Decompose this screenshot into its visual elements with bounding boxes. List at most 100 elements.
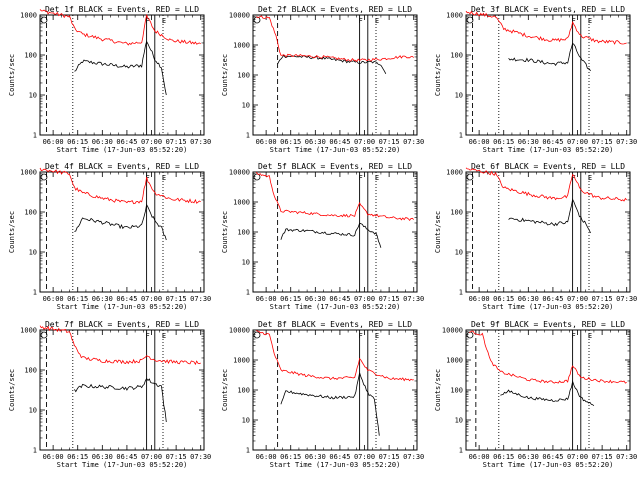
x-tick-label: 06:30 <box>92 295 113 303</box>
y-tick-label: 10000 <box>229 327 250 335</box>
chart-panel-6: Det 6f BLACK = Events, RED = LLD Counts/s… <box>434 162 637 311</box>
y-tick-label: 1 <box>246 447 250 455</box>
event-marker-label: F <box>145 17 149 25</box>
chart-panel-2: Det 2f BLACK = Events, RED = LLD Counts/s… <box>221 5 424 154</box>
y-tick-label: 10 <box>242 417 250 425</box>
y-tick-label: 1 <box>33 447 37 455</box>
x-tick-label: 06:45 <box>116 453 137 461</box>
x-tick-label: 07:00 <box>141 295 162 303</box>
x-tick-label: 06:45 <box>542 453 563 461</box>
x-axis-label: Start Time (17-Jun-03 05:52:20) <box>483 303 614 311</box>
plot-title: Det 7f BLACK = Events, RED = LLD <box>45 320 199 329</box>
event-marker-label: E <box>162 174 166 182</box>
series-line-lld <box>465 167 628 202</box>
chart-panel-7: Det 7f BLACK = Events, RED = LLD Counts/s… <box>8 320 211 469</box>
y-tick-label: 1000 <box>20 327 37 335</box>
y-tick-label: 1 <box>33 289 37 297</box>
chart-panel-9: Det 9f BLACK = Events, RED = LLD Counts/s… <box>434 320 637 469</box>
x-tick-label: 06:30 <box>518 138 539 146</box>
event-marker-label: E <box>375 174 379 182</box>
series-line-events <box>280 372 380 436</box>
status-glyph <box>253 173 261 181</box>
event-marker-label: E <box>588 174 592 182</box>
y-tick-label: 100 <box>450 209 463 217</box>
x-tick-label: 07:30 <box>190 138 211 146</box>
y-tick-label: 1 <box>246 289 250 297</box>
x-tick-label: 06:15 <box>493 138 514 146</box>
series-line-events <box>74 377 167 423</box>
series-line-events <box>508 42 591 72</box>
x-tick-label: 06:00 <box>256 138 277 146</box>
x-tick-label: 07:30 <box>190 453 211 461</box>
y-tick-label: 1 <box>459 289 463 297</box>
plot-title: Det 9f BLACK = Events, RED = LLD <box>471 320 625 329</box>
y-axis-label: Counts/sec <box>221 211 229 253</box>
event-marker-label: F <box>571 174 575 182</box>
y-axis-label: Counts/sec <box>221 369 229 411</box>
y-tick-label: 1000 <box>446 357 463 365</box>
x-tick-label: 07:00 <box>354 453 375 461</box>
event-marker-label: E <box>162 332 166 340</box>
x-tick-label: 06:30 <box>518 295 539 303</box>
y-tick-label: 10 <box>29 249 37 257</box>
y-tick-label: 1 <box>459 447 463 455</box>
x-tick-label: 07:30 <box>403 453 424 461</box>
x-axis-label: Start Time (17-Jun-03 05:52:20) <box>270 146 401 154</box>
x-tick-label: 06:45 <box>329 453 350 461</box>
plot-frame <box>465 14 631 136</box>
x-tick-label: 07:30 <box>616 295 637 303</box>
x-tick-label: 06:00 <box>256 453 277 461</box>
event-marker-label: F <box>358 17 362 25</box>
plot-title: Det 4f BLACK = Events, RED = LLD <box>45 162 199 171</box>
y-tick-label: 1000 <box>446 169 463 177</box>
x-axis-label: Start Time (17-Jun-03 05:52:20) <box>57 303 188 311</box>
y-tick-label: 10 <box>242 259 250 267</box>
y-tick-label: 1 <box>33 132 37 140</box>
x-tick-label: 06:30 <box>92 138 113 146</box>
x-tick-label: 06:00 <box>43 295 64 303</box>
event-marker-label: F <box>358 332 362 340</box>
series-line-lld <box>39 325 201 366</box>
x-tick-label: 07:15 <box>166 138 187 146</box>
event-marker-label: E <box>588 17 592 25</box>
x-tick-label: 06:00 <box>256 295 277 303</box>
status-glyph <box>466 173 474 181</box>
x-tick-label: 06:15 <box>67 453 88 461</box>
y-tick-label: 1000 <box>446 12 463 20</box>
series-line-lld <box>39 167 201 205</box>
x-tick-label: 06:00 <box>43 453 64 461</box>
x-tick-label: 07:00 <box>141 453 162 461</box>
y-tick-label: 10 <box>242 102 250 110</box>
x-tick-label: 06:30 <box>305 453 326 461</box>
status-glyph <box>40 331 48 339</box>
y-axis-label: Counts/sec <box>8 54 16 96</box>
event-marker-label: E <box>588 332 592 340</box>
plot-frame <box>39 171 205 293</box>
event-marker-label: E <box>375 332 379 340</box>
x-tick-label: 06:30 <box>305 138 326 146</box>
y-tick-label: 10 <box>455 249 463 257</box>
x-tick-label: 06:00 <box>469 453 490 461</box>
x-axis-label: Start Time (17-Jun-03 05:52:20) <box>483 146 614 154</box>
x-tick-label: 06:15 <box>493 295 514 303</box>
plot-title: Det 2f BLACK = Events, RED = LLD <box>258 5 412 14</box>
x-tick-label: 06:15 <box>67 295 88 303</box>
y-tick-label: 100 <box>237 387 250 395</box>
y-axis-label: Counts/sec <box>221 54 229 96</box>
y-tick-label: 10000 <box>229 12 250 20</box>
event-marker-label: E <box>375 17 379 25</box>
y-tick-label: 100 <box>450 52 463 60</box>
y-tick-label: 10 <box>29 407 37 415</box>
x-tick-label: 06:30 <box>518 453 539 461</box>
x-tick-label: 06:45 <box>116 138 137 146</box>
x-tick-label: 06:00 <box>469 138 490 146</box>
series-line-events <box>280 222 382 248</box>
y-tick-label: 1000 <box>233 357 250 365</box>
y-tick-label: 100 <box>24 52 37 60</box>
x-tick-label: 07:00 <box>567 295 588 303</box>
y-tick-label: 100 <box>237 229 250 237</box>
y-tick-label: 100 <box>24 209 37 217</box>
x-tick-label: 07:15 <box>592 453 613 461</box>
